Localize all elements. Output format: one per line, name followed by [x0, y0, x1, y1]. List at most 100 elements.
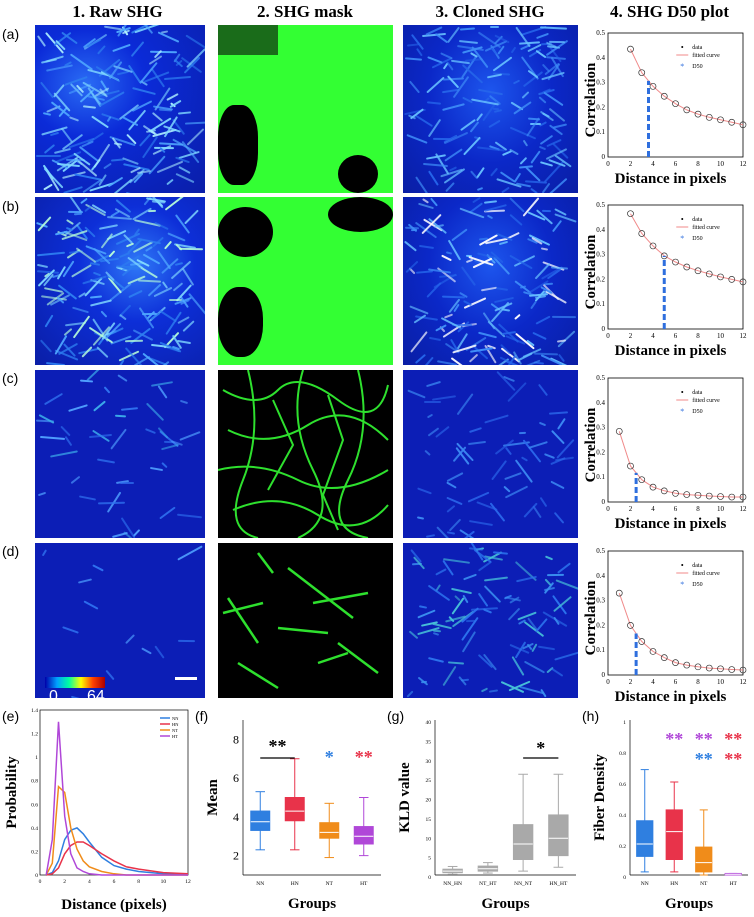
legend-d50-marker: * — [680, 580, 684, 589]
fiber-streak — [159, 506, 176, 520]
fiber-streak — [165, 92, 179, 101]
fiber-streak — [127, 64, 142, 83]
legend-data-marker — [681, 564, 684, 566]
fiber-streak — [128, 290, 143, 299]
fiber-streak — [96, 45, 106, 56]
fiber-streak — [505, 446, 513, 456]
legend-data-marker — [681, 46, 684, 48]
y-tick-label: 0.2 — [596, 103, 605, 111]
fiber-streak — [35, 154, 61, 157]
fiber-streak — [97, 458, 116, 464]
fiber-streak — [540, 26, 567, 30]
significance-marker: ** — [724, 729, 742, 749]
x-tick-label: 10 — [161, 879, 167, 885]
x-tick-label: 2 — [629, 160, 633, 168]
x-tick-label: 12 — [740, 678, 748, 686]
y-tick-label: 0 — [35, 873, 38, 879]
legend-data-label: data — [692, 390, 702, 396]
box — [319, 822, 340, 839]
fiber-streak — [426, 380, 442, 388]
data-point — [649, 483, 657, 491]
row-label-a: (a) — [2, 26, 20, 42]
box — [548, 814, 569, 857]
y-tick-label: 30 — [426, 759, 432, 765]
legend-fit-label: fitted curve — [692, 570, 720, 577]
fiber-streak — [442, 103, 466, 112]
x-tick-label: 2 — [629, 332, 633, 340]
y-axis-label: KLD value — [397, 762, 413, 833]
x-tick-label: 12 — [740, 505, 748, 513]
fiber-streak — [477, 592, 489, 608]
legend-fit-label: fitted curve — [692, 52, 720, 59]
fiber-streak — [408, 305, 429, 316]
data-point — [660, 92, 668, 100]
fiber-streak — [140, 647, 152, 655]
column-header-d50: 4. SHG D50 plot — [609, 2, 730, 21]
fiber-streak — [511, 656, 525, 677]
fiber-streak — [544, 578, 551, 586]
x-tick-label: 10 — [717, 332, 725, 340]
fiber-streak — [446, 496, 464, 506]
x-tick-label: 4 — [88, 879, 91, 885]
data-point — [705, 113, 713, 121]
fiber-streak — [488, 688, 499, 693]
significance-marker: ** — [724, 749, 742, 769]
fiber-streak — [541, 246, 549, 251]
x-axis-label: Groups — [481, 896, 529, 912]
fiber-streak — [462, 573, 477, 581]
fiber-streak — [130, 40, 145, 57]
fiber-streak — [423, 401, 441, 404]
fiber-streak — [157, 385, 168, 399]
data-point — [672, 489, 679, 497]
y-tick-label: 0.3 — [596, 79, 605, 87]
fiber-streak — [427, 268, 451, 274]
x-tick-label: 2 — [63, 879, 66, 885]
fiber-streak — [489, 502, 506, 522]
fiber-streak — [70, 695, 82, 698]
fiber-streak — [154, 146, 174, 150]
data-point — [660, 654, 668, 661]
y-axis-label: Correlation — [583, 407, 599, 482]
fiber-streak — [483, 200, 497, 204]
fiber-streak — [416, 516, 425, 520]
d50-plot-b: 0 2 4 6 8 10 12 0 0.1 0.2 0.3 0.4 0.5 Distance in pix… — [583, 201, 747, 359]
fiber-streak — [460, 266, 476, 287]
image-raw-a — [35, 25, 205, 193]
row-label-c: (c) — [2, 370, 19, 386]
fiber-streak — [509, 214, 523, 227]
fiber-streak — [50, 450, 78, 458]
d50-plot-c: 0 2 4 6 8 10 12 0 0.1 0.2 0.3 0.4 0.5 Distance in pix… — [583, 374, 748, 532]
x-axis-label: Distance in pixels — [615, 516, 727, 532]
y-tick-label: 0.8 — [619, 751, 626, 757]
fiber-streak — [469, 426, 483, 433]
fiber-streak — [465, 258, 473, 263]
colorbar — [45, 677, 105, 688]
fiber-streak — [539, 145, 547, 151]
fiber-streak — [409, 331, 428, 354]
panel-label-f: (f) — [195, 708, 209, 724]
significance-marker: * — [536, 738, 545, 758]
data-point — [638, 476, 646, 484]
fiber-streak — [405, 56, 423, 61]
fiber-streak — [67, 210, 83, 214]
x-tick-label: 0 — [39, 879, 42, 885]
y-tick-label: 10 — [426, 836, 432, 842]
fiber-streak — [43, 392, 64, 405]
fiber-streak — [548, 411, 568, 415]
x-tick-label: 10 — [717, 505, 725, 513]
fiber-streak — [99, 224, 119, 230]
x-tick-label: 6 — [674, 505, 678, 513]
fiber-streak — [46, 361, 66, 365]
x-axis-label: Distance (pixels) — [61, 897, 166, 913]
fiber-streak — [443, 313, 453, 319]
data-point — [672, 258, 679, 266]
fiber-streak — [510, 46, 517, 54]
y-tick-label: 0.2 — [596, 275, 605, 283]
fiber-streak — [409, 80, 421, 94]
fiber-streak — [68, 404, 89, 413]
panel-label-e: (e) — [2, 708, 20, 724]
image-raw-b — [35, 197, 205, 365]
y-tick-label: 0.5 — [596, 201, 605, 209]
fiber-streak — [100, 233, 114, 249]
legend-d50-label: D50 — [692, 64, 702, 70]
